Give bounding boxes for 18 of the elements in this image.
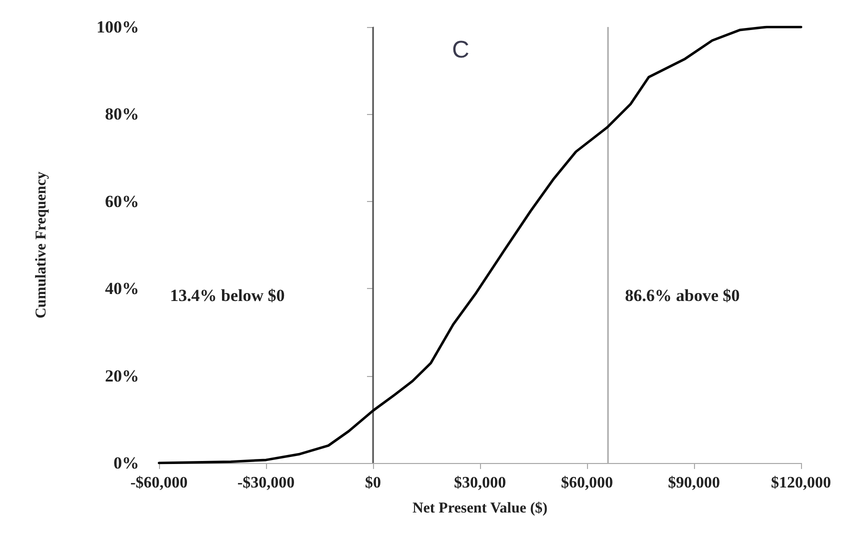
annotation: 86.6% above $0 [625, 286, 740, 305]
x-tick-label: -$60,000 [130, 474, 188, 492]
y-tick-label: 40% [105, 279, 139, 298]
x-tick-label: $60,000 [561, 474, 613, 492]
x-tick-label: $120,000 [771, 474, 831, 492]
x-tick-label: $0 [365, 474, 381, 492]
annotation: 13.4% below $0 [170, 286, 285, 305]
y-tick-label: 60% [105, 192, 139, 211]
y-tick-label: 20% [105, 366, 139, 386]
x-tick-label: -$30,000 [237, 474, 295, 492]
y-axis-title: Cumulative Frequency [34, 171, 50, 318]
x-axis-title: Net Present Value ($) [412, 500, 548, 516]
y-tick-label: 80% [105, 104, 139, 124]
annotation: C [452, 36, 470, 64]
y-tick-label: 100% [96, 18, 139, 36]
x-tick-label: $30,000 [454, 474, 506, 492]
y-tick-label: 0% [114, 454, 139, 472]
x-tick-label: $90,000 [668, 474, 720, 492]
